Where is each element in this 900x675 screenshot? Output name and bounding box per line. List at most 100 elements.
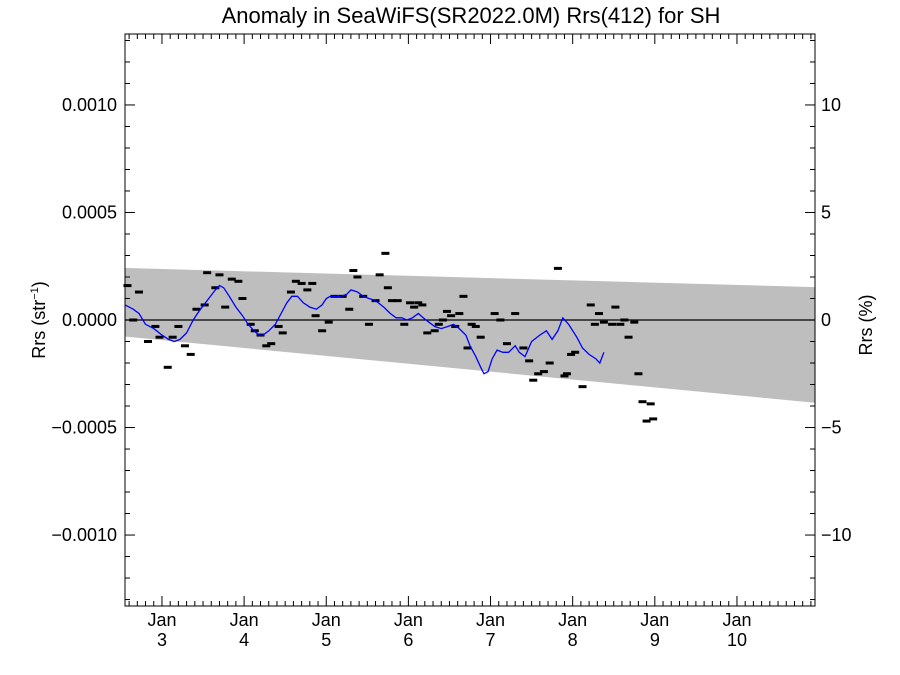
data-point — [291, 279, 300, 283]
data-point — [303, 288, 312, 292]
data-point — [375, 273, 384, 277]
y-tick-labels-right: 10 5 0 −5 −10 — [821, 95, 852, 545]
x-tick-label-year: 6 — [403, 630, 413, 650]
data-point — [297, 281, 306, 285]
data-point — [364, 322, 373, 326]
y-axis-label-left-text: Rrs (str — [29, 300, 49, 359]
x-tick-label-year: 8 — [568, 630, 578, 650]
data-point — [234, 279, 243, 283]
data-point — [308, 281, 317, 285]
y-tick-label-left: 0.0005 — [62, 202, 117, 222]
data-point — [447, 314, 456, 318]
data-point — [430, 329, 439, 333]
y-tick-label-right: 0 — [821, 310, 831, 330]
y-tick-label-right: 5 — [821, 202, 831, 222]
data-point — [274, 324, 283, 328]
x-tick-label-month: Jan — [476, 610, 505, 630]
x-tick-label-month: Jan — [230, 610, 259, 630]
data-point — [211, 286, 220, 290]
data-point — [387, 299, 396, 303]
y-tick-label-left: 0.0010 — [62, 95, 117, 115]
y-tick-label-left: 0.0000 — [62, 310, 117, 330]
x-tick-label-month: Jan — [147, 610, 176, 630]
x-tick-label-year: 10 — [727, 630, 747, 650]
data-point — [215, 273, 224, 277]
x-tick-label-year: 5 — [321, 630, 331, 650]
data-point — [529, 378, 538, 382]
data-point — [443, 309, 451, 313]
y-tick-label-left: −0.0005 — [51, 418, 117, 438]
data-point — [345, 307, 354, 311]
data-point — [134, 290, 143, 294]
data-point — [578, 385, 587, 389]
data-point — [560, 374, 569, 378]
y-axis-label-left-tail: ) — [29, 281, 49, 287]
data-point — [238, 296, 247, 300]
data-point — [455, 312, 464, 316]
data-point — [608, 322, 617, 326]
data-point — [144, 340, 152, 344]
data-point — [381, 251, 390, 255]
data-point — [476, 335, 485, 339]
x-tick-label-month: Jan — [722, 610, 751, 630]
y-axis-label-right: Rrs (%) — [856, 295, 876, 356]
data-point — [567, 352, 576, 356]
data-point — [525, 359, 534, 363]
data-point — [611, 305, 620, 309]
x-tick-label-month: Jan — [558, 610, 587, 630]
data-point — [599, 320, 608, 324]
data-point — [221, 305, 230, 309]
data-point — [467, 322, 476, 326]
data-point — [180, 344, 189, 348]
data-point — [186, 352, 195, 356]
data-point — [511, 312, 520, 316]
data-point — [414, 301, 423, 305]
data-point — [151, 324, 160, 328]
data-point — [490, 312, 499, 316]
data-point — [624, 335, 633, 339]
data-point — [649, 417, 658, 421]
data-point — [451, 324, 460, 328]
data-point — [278, 331, 287, 335]
confidence-band — [125, 267, 815, 403]
data-point — [594, 312, 603, 316]
data-point — [519, 346, 528, 350]
data-point — [502, 342, 511, 346]
data-point — [227, 277, 236, 281]
data-point — [463, 346, 472, 350]
chart-title: Anomaly in SeaWiFS(SR2022.0M) Rrs(412) f… — [222, 3, 721, 28]
data-point — [163, 365, 172, 369]
data-point — [642, 419, 651, 423]
data-point — [174, 324, 183, 328]
x-tick-label-month: Jan — [394, 610, 423, 630]
data-point — [539, 370, 548, 374]
x-tick-label-year: 3 — [157, 630, 167, 650]
y-tick-label-left: −0.0010 — [51, 525, 117, 545]
band-area — [125, 267, 815, 403]
y-tick-labels-left: 0.0010 0.0005 0.0000 −0.0005 −0.0010 — [51, 95, 117, 545]
data-point — [545, 361, 554, 365]
data-point — [123, 284, 132, 288]
data-point — [200, 303, 209, 307]
data-point — [246, 322, 255, 326]
y-tick-label-right: 10 — [821, 95, 841, 115]
data-point — [318, 329, 327, 333]
data-point — [155, 335, 164, 339]
data-point — [553, 266, 562, 270]
data-point — [630, 320, 639, 324]
data-point — [349, 269, 358, 273]
data-point — [418, 303, 427, 307]
data-point — [267, 342, 276, 346]
data-point — [634, 372, 643, 376]
data-point — [471, 324, 480, 328]
x-tick-label-year: 4 — [239, 630, 249, 650]
data-point — [590, 322, 599, 326]
data-point — [459, 294, 468, 298]
data-point — [383, 286, 392, 290]
data-point — [203, 271, 212, 275]
data-point — [534, 372, 543, 376]
data-point — [286, 290, 295, 294]
data-point — [262, 344, 271, 348]
data-point — [410, 305, 419, 309]
